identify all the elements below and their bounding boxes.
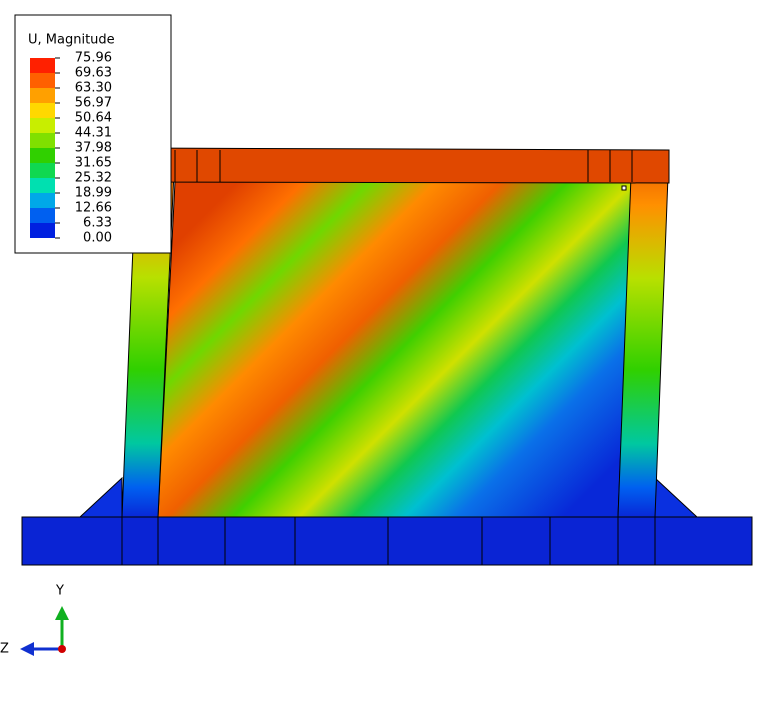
- model: [21, 147, 753, 566]
- legend-label: 0.00: [83, 231, 112, 246]
- legend-label: 12.66: [75, 201, 112, 216]
- legend-swatch: [30, 208, 55, 223]
- legend-label: 37.98: [75, 141, 112, 156]
- legend-swatch: [30, 58, 55, 73]
- triad: Y Z: [0, 584, 69, 657]
- legend-swatch: [30, 88, 55, 103]
- y-axis-label: Y: [55, 584, 64, 599]
- legend-swatch: [30, 103, 55, 118]
- legend-swatch: [30, 73, 55, 88]
- legend-label: 69.63: [75, 66, 112, 81]
- legend-title: U, Magnitude: [28, 33, 115, 48]
- legend-swatch: [30, 223, 55, 238]
- legend-swatch: [30, 193, 55, 208]
- legend-label: 6.33: [83, 216, 112, 231]
- legend-label: 50.64: [75, 111, 112, 126]
- legend-swatch: [30, 118, 55, 133]
- legend-swatch: [30, 148, 55, 163]
- legend-label: 63.30: [75, 81, 112, 96]
- legend-label: 44.31: [75, 126, 112, 141]
- legend-label: 31.65: [75, 156, 112, 171]
- legend-swatch: [30, 163, 55, 178]
- legend: U, Magnitude 75.9669.6363.3056.9750.6444…: [14, 14, 172, 254]
- legend-label: 18.99: [75, 186, 112, 201]
- legend-label: 75.96: [75, 51, 112, 66]
- legend-label: 25.32: [75, 171, 112, 186]
- legend-swatch: [30, 133, 55, 148]
- z-axis-label: Z: [0, 642, 9, 657]
- legend-swatch: [30, 178, 55, 193]
- legend-label: 56.97: [75, 96, 112, 111]
